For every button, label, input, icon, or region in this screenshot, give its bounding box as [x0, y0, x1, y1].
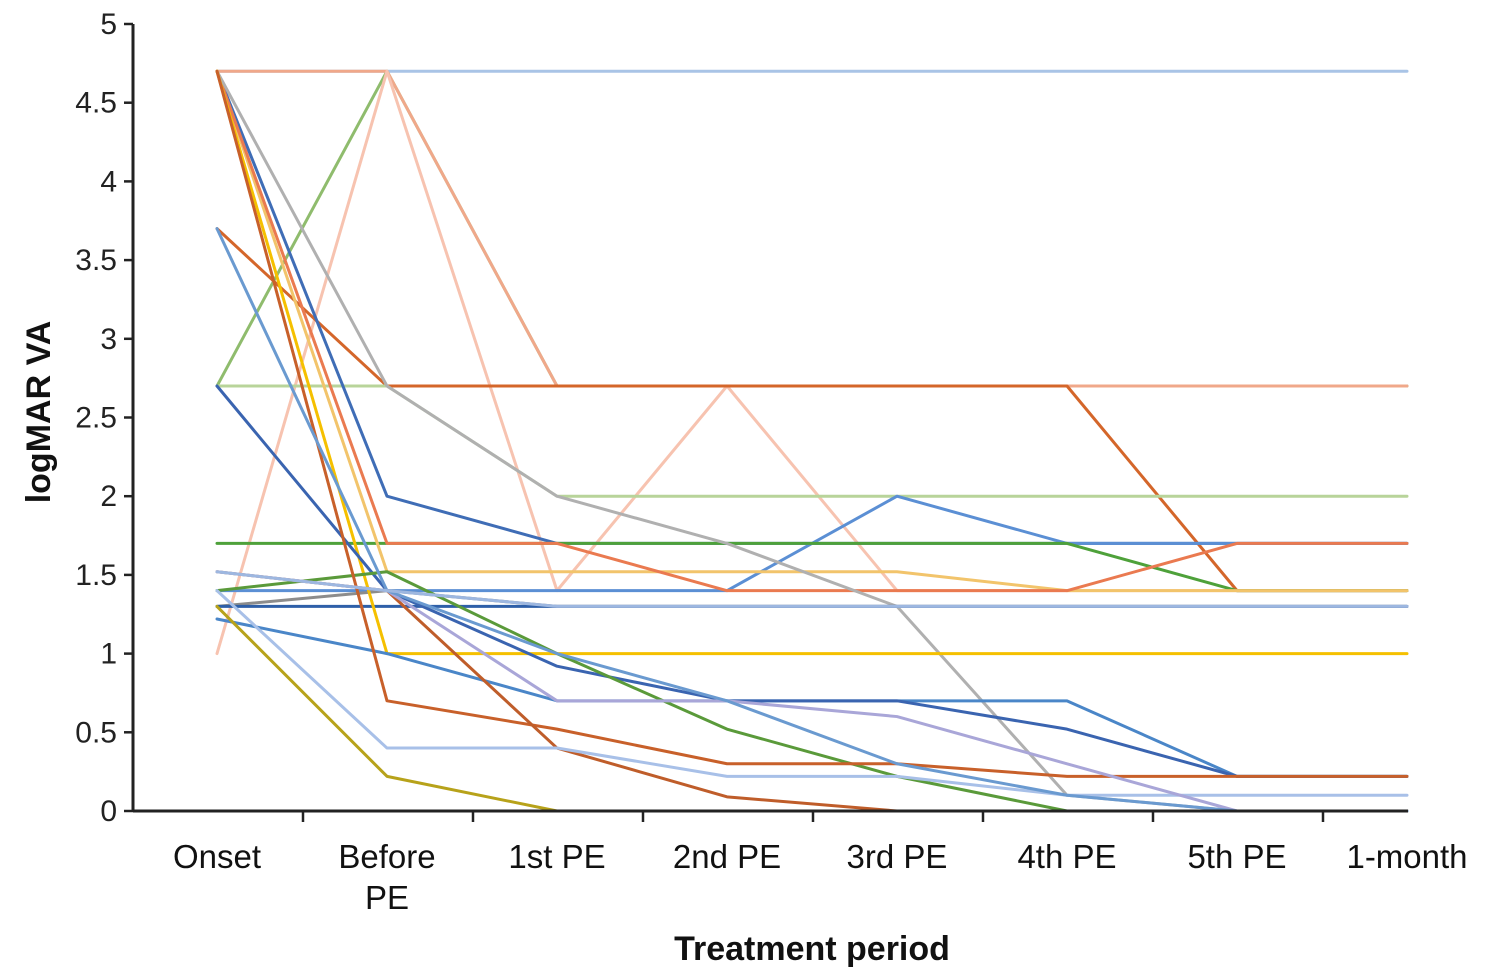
axes-layer: 0 0.5 1 1.5 2 2.5 3 3.5 4 4.5 5 Onset Before PE 1st PE… — [75, 8, 1467, 916]
series-line-22 — [215, 589, 1409, 797]
y-tick-label: 4.5 — [75, 87, 117, 120]
series-line-11 — [215, 69, 1409, 593]
x-tick-label: Before PE — [338, 838, 435, 916]
y-tick-label: 0 — [100, 795, 117, 828]
series-line-15 — [215, 69, 1409, 656]
y-tick-label: 2.5 — [75, 402, 117, 435]
series-line-3 — [215, 69, 1409, 388]
series-line-10 — [215, 69, 1409, 593]
y-tick-label: 5 — [100, 8, 117, 41]
x-tick-label: 3rd PE — [847, 838, 948, 875]
series-line-24 — [215, 227, 1409, 813]
series-line-23 — [215, 570, 1409, 813]
series-line-25 — [215, 570, 1409, 608]
series-line-6 — [215, 384, 1409, 498]
series-line-17 — [215, 384, 1409, 778]
series-layer — [215, 69, 1409, 813]
x-tick-label: 1-month — [1346, 838, 1467, 875]
y-tick-label: 1 — [100, 638, 117, 671]
x-tick-label: Onset — [173, 838, 261, 875]
y-tick-label: 4 — [100, 165, 117, 198]
y-tick-label: 1.5 — [75, 559, 117, 592]
series-line-7 — [215, 69, 1409, 545]
y-tick-label: 3 — [100, 323, 117, 356]
y-tick-label: 2 — [100, 480, 117, 513]
x-tick-label: 5th PE — [1187, 838, 1286, 875]
y-tick-label: 0.5 — [75, 716, 117, 749]
x-axis-title: Treatment period — [674, 930, 950, 968]
series-line-19 — [215, 69, 1409, 778]
series-line-9 — [215, 541, 1409, 593]
x-tick-label: 2nd PE — [673, 838, 781, 875]
x-tick-label: 1st PE — [508, 838, 605, 875]
y-tick-label: 3.5 — [75, 244, 117, 277]
y-axis-title: logMAR VA — [20, 321, 58, 504]
series-line-4 — [215, 69, 1409, 656]
series-line-2 — [215, 69, 1409, 388]
series-line-5 — [215, 227, 1409, 593]
x-tick-label: 4th PE — [1017, 838, 1116, 875]
